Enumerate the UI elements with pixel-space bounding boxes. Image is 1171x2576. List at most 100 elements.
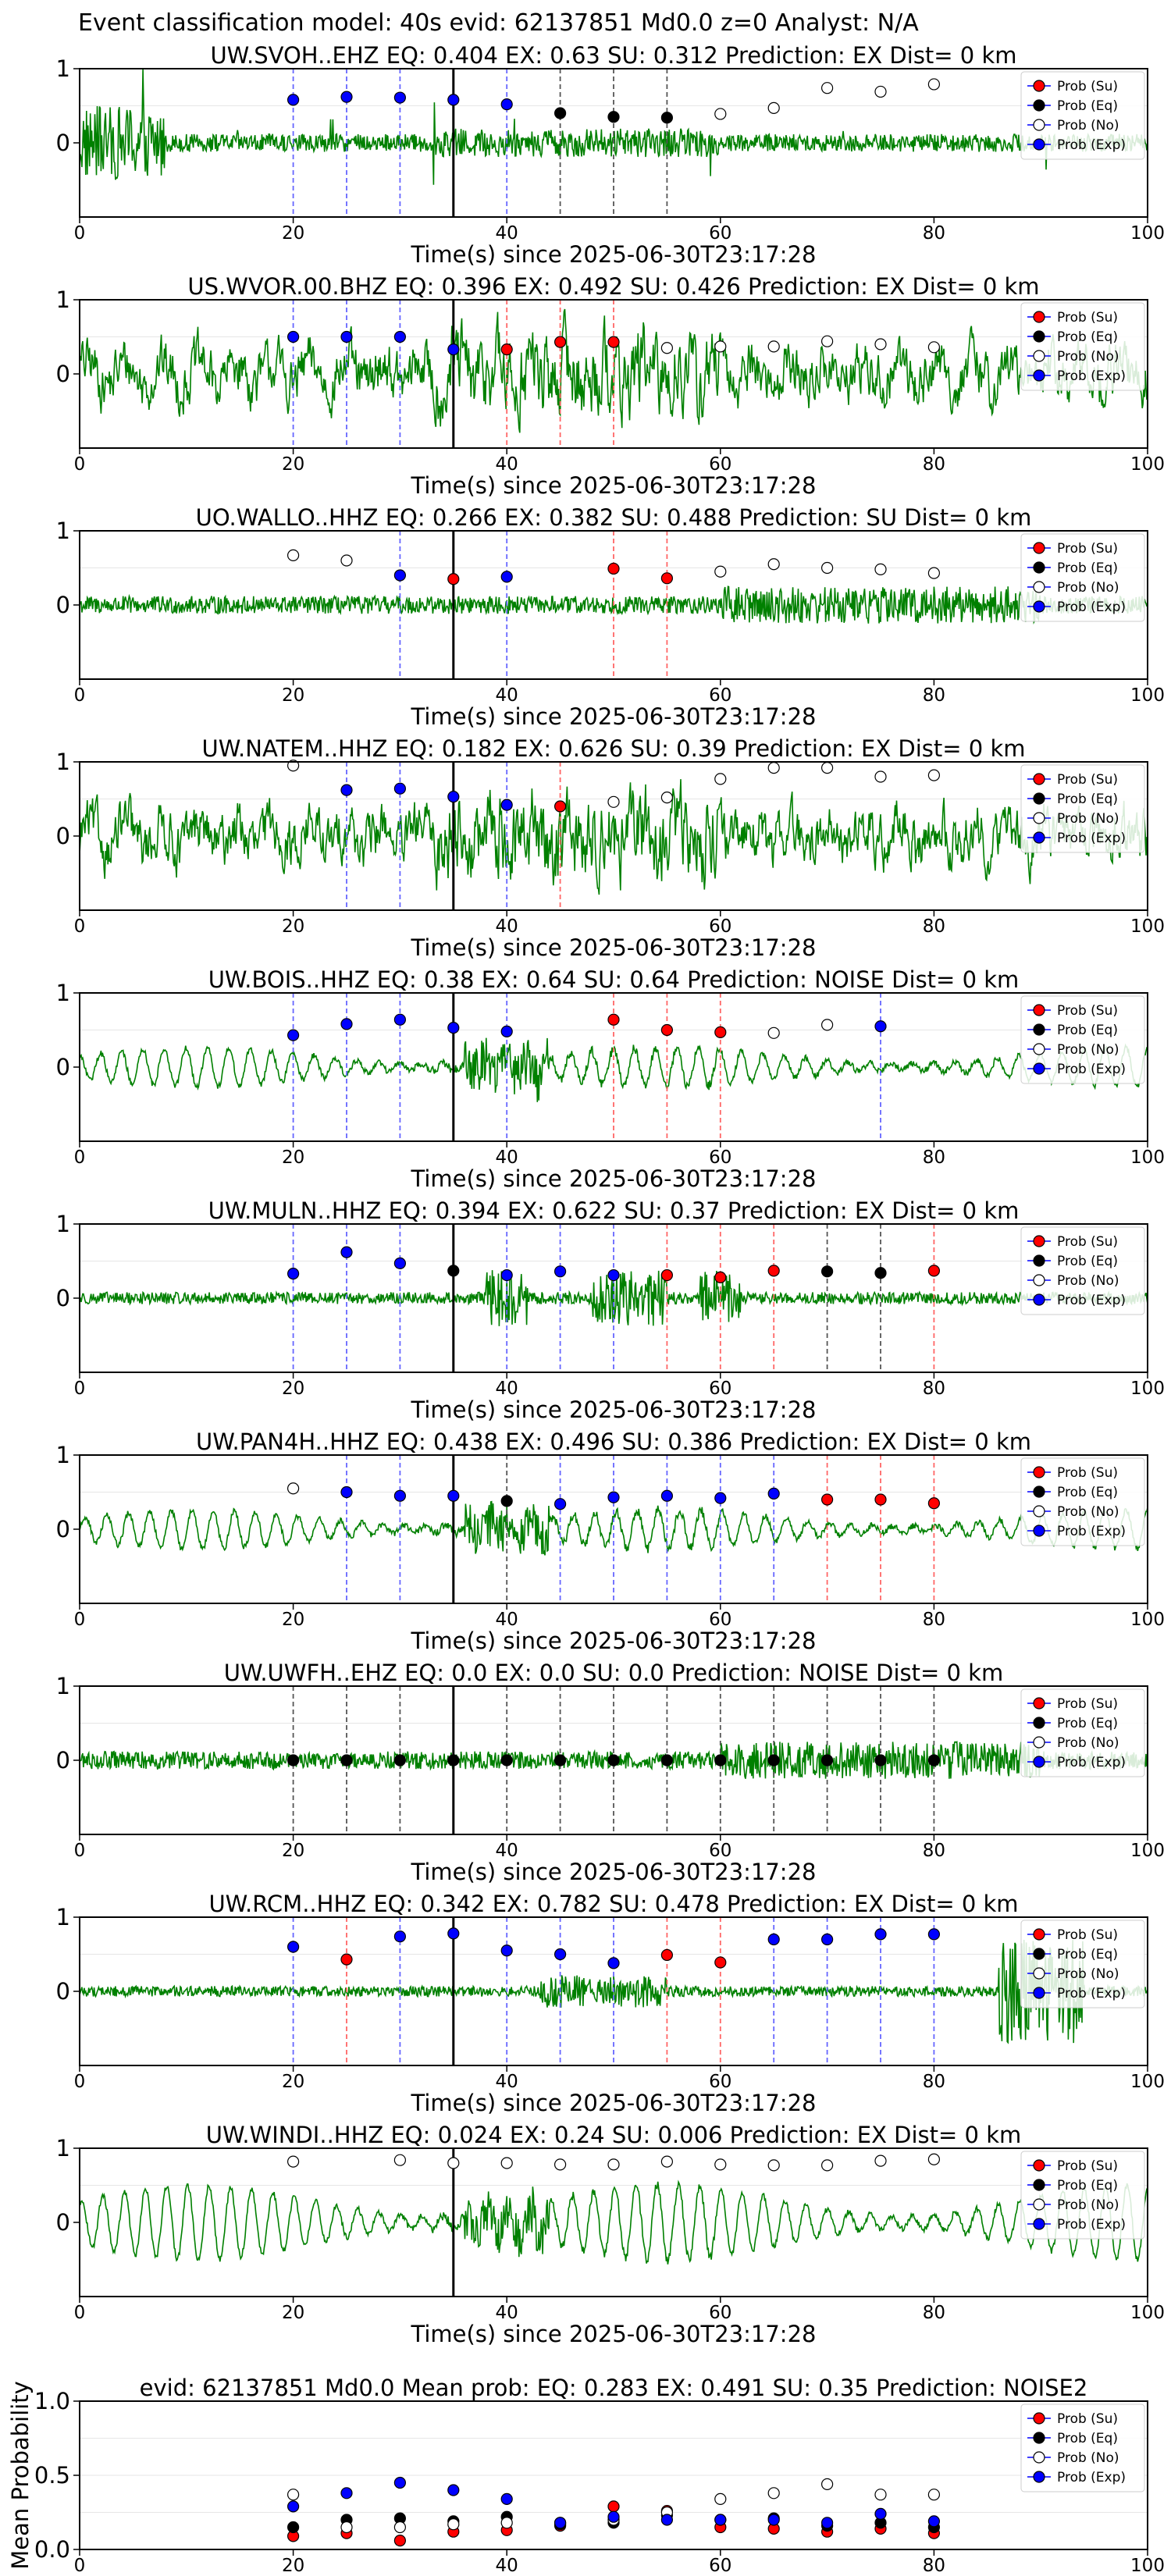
x-axis-label: Time(s) since 2025-06-30T23:17:28 [411, 2321, 817, 2347]
mean-prob-point-no [927, 2489, 941, 2501]
x-tick-label: 0 [74, 1147, 86, 1168]
y-tick-label: 1 [56, 1211, 70, 1237]
prob-point-eq [607, 111, 620, 123]
x-tick-label: 20 [282, 916, 304, 937]
prob-point-eq [553, 107, 567, 119]
legend-marker-eq [1033, 1717, 1045, 1729]
prob-point-eq [660, 112, 674, 124]
prob-point-exp [447, 94, 460, 106]
prob-point-su [660, 1268, 674, 1282]
legend-label: Prob (No) [1057, 811, 1119, 827]
prob-point-exp [660, 1489, 674, 1502]
y-tick-label: 1 [56, 749, 70, 775]
legend-marker-exp [1033, 1525, 1045, 1537]
prob-point-no [767, 558, 780, 571]
legend-marker-no [1033, 1274, 1045, 1286]
x-tick-label: 80 [923, 1610, 945, 1630]
legend: Prob (Su) Prob (Eq) Prob (No) Prob (Exp) [1020, 1226, 1145, 1315]
x-tick-label: 40 [496, 1379, 518, 1399]
x-tick-label: 100 [1130, 1610, 1165, 1630]
prob-point-no [874, 563, 887, 576]
prob-point-exp [607, 1491, 620, 1503]
x-tick-label: 80 [923, 2303, 945, 2323]
waveform-trace [80, 779, 1148, 895]
y-tick-label: 0 [56, 823, 70, 849]
figure-title: Event classification model: 40s evid: 62… [78, 9, 919, 37]
prob-point-no [714, 565, 727, 578]
mean-prob-point-exp [447, 2484, 460, 2496]
prob-point-su [714, 1956, 727, 1969]
prob-point-eq [660, 1754, 674, 1767]
legend-marker-exp [1033, 600, 1045, 613]
waveform-trace [80, 69, 1148, 185]
legend-marker-no [1033, 350, 1045, 362]
prob-point-eq [874, 1754, 887, 1767]
prob-point-su [820, 1493, 834, 1506]
y-tick-label: 0.5 [34, 2462, 70, 2489]
mean-prob-point-exp [714, 2514, 727, 2526]
mean-prob-point-no [500, 2517, 513, 2529]
y-tick-label: 0 [56, 1978, 70, 2005]
prob-point-no [553, 2158, 567, 2171]
legend-box [1020, 2403, 1145, 2492]
prob-point-exp [500, 571, 513, 583]
prob-point-eq [500, 1754, 513, 1767]
x-tick-label: 60 [709, 2072, 731, 2092]
x-tick-label: 40 [496, 2072, 518, 2092]
legend-box [1020, 533, 1145, 622]
prob-point-eq [393, 1754, 407, 1767]
prob-point-eq [607, 1754, 620, 1767]
legend-box [1020, 1226, 1145, 1315]
y-tick-label: 1.0 [34, 2388, 70, 2414]
legend-label: Prob (No) [1057, 1504, 1119, 1520]
legend-box [1020, 764, 1145, 853]
prob-point-no [714, 340, 727, 353]
legend-marker-eq [1033, 1948, 1045, 1960]
prob-point-exp [287, 1268, 300, 1280]
legend-marker-su [1033, 1697, 1045, 1710]
x-tick-label: 40 [496, 223, 518, 244]
legend-label: Prob (Eq) [1057, 1254, 1118, 1269]
legend-marker-no [1033, 1736, 1045, 1749]
prob-point-exp [553, 1948, 567, 1961]
x-tick-label: 60 [709, 454, 731, 475]
prob-point-no [874, 2154, 887, 2167]
prob-point-no [287, 549, 300, 561]
legend: Prob (Su) Prob (Eq) Prob (No) Prob (Exp) [1020, 71, 1145, 160]
x-tick-label: 80 [923, 2072, 945, 2092]
x-tick-label: 0 [74, 454, 86, 475]
legend-marker-exp [1033, 2471, 1045, 2483]
subplot-6: UW.MULN..HHZ EQ: 0.394 EX: 0.622 SU: 0.3… [56, 1197, 1165, 1423]
x-tick-label: 100 [1130, 454, 1165, 475]
prob-point-su [607, 1013, 620, 1026]
y-tick-label: 0 [56, 130, 70, 156]
prob-point-exp [447, 1489, 460, 1502]
x-tick-label: 0 [74, 2072, 86, 2092]
legend-marker-exp [1033, 138, 1045, 151]
x-tick-label: 20 [282, 2303, 304, 2323]
legend-marker-eq [1033, 1485, 1045, 1498]
prob-point-no [820, 561, 834, 575]
prob-point-su [553, 800, 567, 813]
prob-point-no [874, 770, 887, 783]
legend-label: Prob (No) [1057, 2197, 1119, 2213]
legend-label: Prob (Eq) [1057, 2431, 1118, 2446]
y-tick-label: 1 [56, 1673, 70, 1699]
prob-point-no [927, 341, 941, 354]
legend-marker-exp [1033, 831, 1045, 844]
mean-prob-point-exp [500, 2492, 513, 2505]
legend-label: Prob (Su) [1057, 1234, 1118, 1250]
prob-point-eq [820, 1754, 834, 1767]
legend-box [1020, 71, 1145, 160]
x-tick-label: 60 [709, 1379, 731, 1399]
legend-box [1020, 302, 1145, 391]
prob-point-no [660, 791, 674, 804]
legend-label: Prob (Su) [1057, 541, 1118, 557]
legend-label: Prob (Eq) [1057, 329, 1118, 345]
legend-label: Prob (Su) [1057, 2411, 1118, 2427]
x-tick-label: 60 [709, 1610, 731, 1630]
prob-point-exp [393, 569, 407, 582]
x-tick-label: 40 [496, 2303, 518, 2323]
prob-point-no [767, 761, 780, 774]
